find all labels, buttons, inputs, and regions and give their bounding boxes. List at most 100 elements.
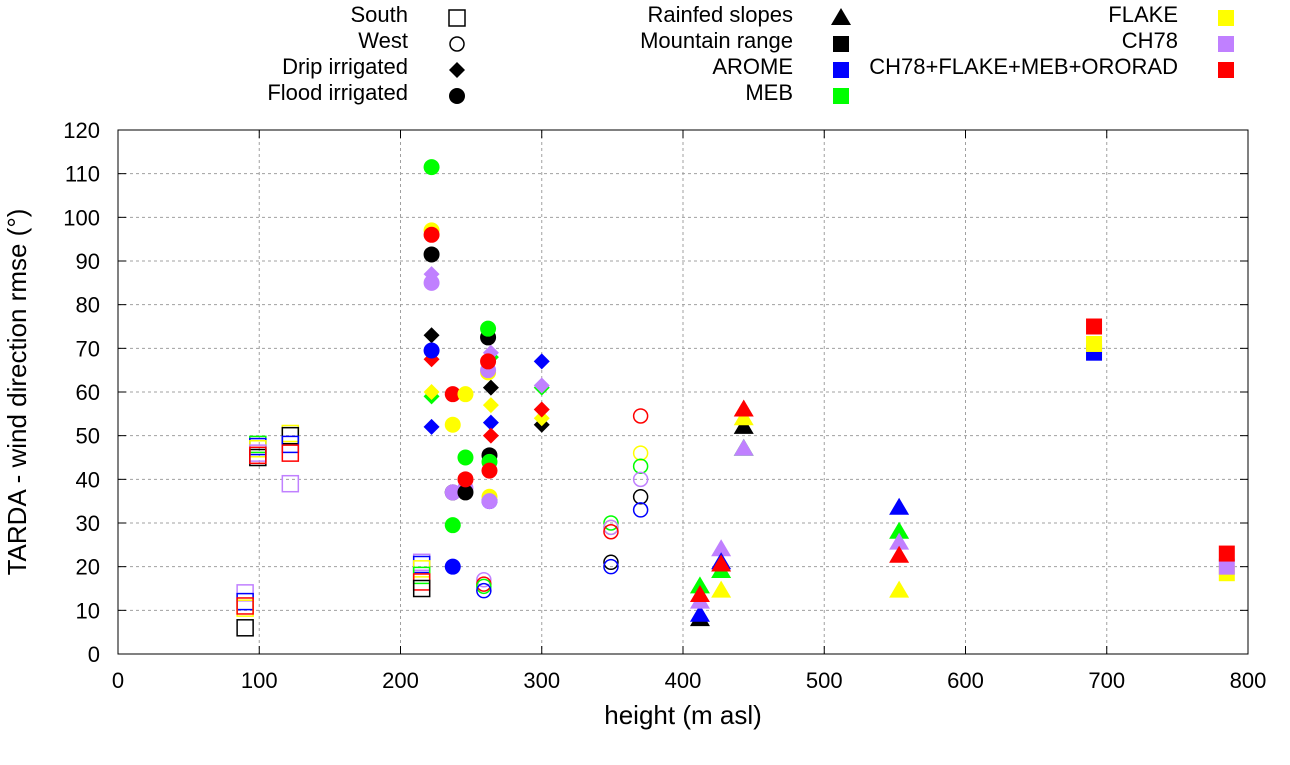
y-tick-label: 40 [76,467,100,492]
data-point [711,580,732,598]
legend-marker [833,36,849,52]
y-tick-label: 80 [76,293,100,318]
data-point [481,462,498,479]
legend-marker [1218,10,1234,26]
data-point [632,489,649,505]
data-point [482,414,499,431]
y-tick-label: 20 [76,555,100,580]
data-point [444,386,461,403]
data-point [476,582,492,599]
series-mountain-range [1086,318,1235,582]
legend-label: Rainfed slopes [647,2,793,27]
data-point [603,523,619,540]
data-point [444,517,461,534]
data-point [689,604,710,622]
data-point [632,445,649,461]
legend-label: MEB [745,80,793,105]
data-point [889,532,910,550]
series-south [236,424,431,637]
y-axis-label: TARDA - wind direction rmse (°) [2,209,32,576]
y-tick-label: 30 [76,511,100,536]
data-point [1218,545,1235,562]
data-point [533,410,550,427]
series-rainfed-slopes [689,399,910,627]
data-point [480,353,497,370]
x-tick-label: 100 [241,668,278,693]
data-point [603,558,619,575]
data-point [412,579,431,598]
series-west [476,408,649,599]
y-tick-label: 10 [76,598,100,623]
x-tick-label: 700 [1088,668,1125,693]
data-point [480,320,497,337]
y-tick-label: 0 [88,642,100,667]
data-point [711,539,732,557]
data-point [632,471,649,488]
legend-label: South [351,2,409,27]
data-point [889,545,910,563]
data-point [632,408,649,424]
y-tick-label: 70 [76,336,100,361]
x-tick-label: 400 [665,668,702,693]
legend-label: Mountain range [640,28,793,53]
data-point [603,519,619,536]
y-tick-label: 60 [76,380,100,405]
data-point [423,327,440,344]
data-point [444,416,461,433]
data-point [423,159,440,176]
legend-marker [1218,62,1234,78]
series-flood-irrigated [423,159,498,575]
legend-label: CH78 [1122,28,1178,53]
legend-label: CH78+FLAKE+MEB+ORORAD [869,54,1178,79]
y-tick-label: 120 [63,118,100,143]
data-point [632,458,649,474]
x-tick-label: 800 [1230,668,1267,693]
data-point [476,572,492,588]
legend-marker [833,62,849,78]
data-point [423,342,440,359]
data-point [533,401,550,418]
x-tick-label: 500 [806,668,843,693]
data-point [423,274,440,291]
x-tick-label: 300 [523,668,560,693]
data-point [1218,558,1235,575]
data-point [236,619,254,637]
x-tick-label: 200 [382,668,419,693]
y-tick-label: 50 [76,424,100,449]
data-point [733,399,754,417]
data-point [889,521,910,539]
data-point [733,416,754,434]
legend-label: AROME [712,54,793,79]
legend-label: West [358,28,408,53]
data-point [444,558,461,575]
y-tick-label: 90 [76,249,100,274]
x-tick-label: 0 [112,668,124,693]
data-point [533,377,550,394]
data-point [603,515,619,531]
data-point [889,580,910,598]
legend-marker [449,62,465,78]
data-point [733,438,754,456]
data-point [632,502,649,518]
data-point [689,576,710,594]
data-point [249,446,267,465]
legend-label: FLAKE [1108,2,1178,27]
data-point [281,474,300,493]
data-point [482,379,499,396]
x-tick-label: 600 [947,668,984,693]
legend-marker [831,8,851,25]
data-point [533,353,550,370]
legend-marker [1218,36,1234,52]
legend-marker [449,88,465,104]
legend-label: Drip irrigated [282,54,408,79]
data-point [711,554,732,572]
data-point [889,497,910,515]
data-point [482,427,499,444]
y-tick-label: 100 [63,205,100,230]
legend-marker [448,9,466,27]
data-point [423,246,440,263]
data-point [457,449,474,466]
data-point [1086,318,1103,335]
data-point [1086,335,1103,352]
